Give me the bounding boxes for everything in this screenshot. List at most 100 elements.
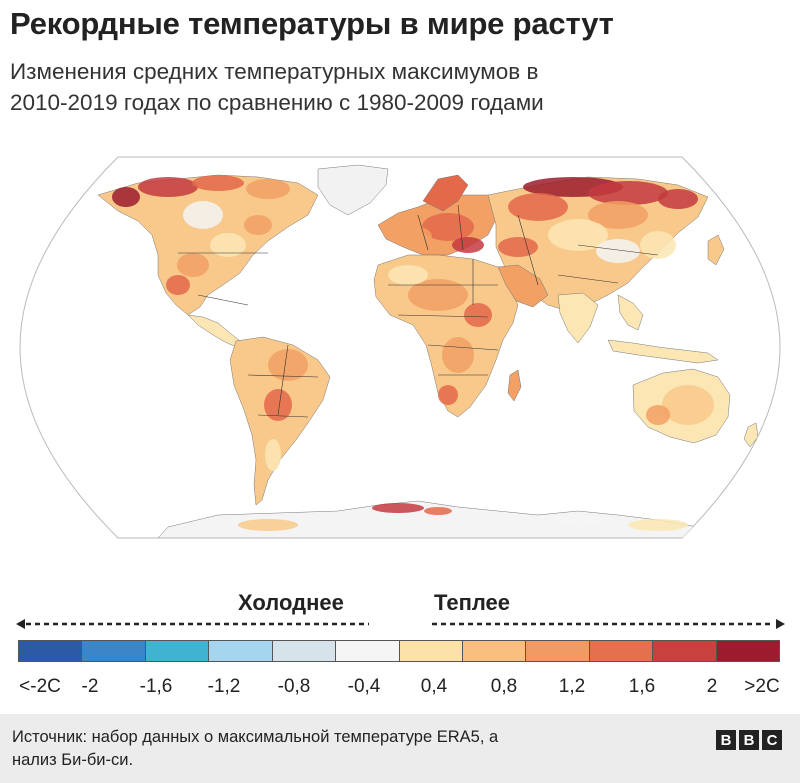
india-land — [557, 292, 599, 344]
country-border-8 — [417, 214, 429, 251]
temperature-patch-24 — [438, 385, 458, 405]
legend-tick-7: 0,8 — [490, 676, 518, 697]
southeast-asia-land — [617, 294, 644, 331]
country-border-12 — [557, 274, 619, 284]
temperature-patch-33 — [548, 515, 608, 525]
bbc-logo-letter-0: B — [716, 730, 736, 750]
temperature-patch-11 — [658, 189, 698, 209]
legend-tick-4: -0,8 — [277, 676, 311, 697]
temperature-patch-7 — [166, 275, 190, 295]
legend-swatch-7 — [462, 641, 527, 661]
warmer-label: Теплее — [434, 590, 511, 615]
temperature-patch-15 — [596, 239, 640, 263]
legend-swatch-11 — [716, 641, 780, 661]
temperature-patches — [112, 175, 714, 531]
madagascar-land — [507, 369, 522, 402]
temperature-patch-30 — [646, 405, 670, 425]
legend-tick-3: -1,2 — [207, 676, 241, 697]
bbc-logo-letter-2: C — [762, 730, 782, 750]
temperature-patch-16 — [640, 231, 676, 259]
temperature-patch-20 — [404, 227, 432, 247]
greenland-land — [317, 164, 389, 216]
temperature-patch-0 — [138, 177, 198, 197]
temperature-patch-14 — [548, 219, 608, 251]
temperature-patch-28 — [265, 439, 281, 471]
country-border-11 — [577, 244, 659, 256]
country-border-5 — [397, 314, 489, 318]
legend-tick-1: -2 — [81, 676, 99, 697]
temperature-patch-10 — [588, 181, 668, 205]
temperature-patch-35 — [628, 519, 688, 531]
legend-swatch-0 — [19, 641, 83, 661]
temperature-patch-23 — [442, 337, 474, 373]
temperature-patch-1 — [192, 175, 244, 191]
new-zealand-land — [743, 422, 759, 448]
indonesia-land — [607, 339, 719, 364]
temperature-patch-31 — [372, 503, 424, 513]
footer: Источник: набор данных о максимальной те… — [0, 714, 800, 783]
legend-tick-0: <-2C — [19, 676, 61, 697]
temperature-patch-25 — [388, 265, 428, 285]
country-border-10 — [517, 214, 539, 286]
legend-tick-10: 2 — [706, 676, 718, 697]
temperature-patch-27 — [264, 389, 292, 421]
bbc-logo-letter-1: B — [739, 730, 759, 750]
legend-tick-8: 1,2 — [558, 676, 586, 697]
subtitle-line-2: 2010-2019 годах по сравнению с 1980-2009… — [10, 90, 544, 115]
temperature-patch-34 — [238, 519, 298, 531]
temperature-patch-29 — [662, 385, 714, 425]
country-border-1 — [197, 294, 249, 306]
temperature-patch-3 — [112, 187, 140, 207]
arabia-land — [497, 264, 549, 308]
north-america-land — [97, 174, 319, 316]
temperature-patch-13 — [588, 201, 648, 229]
color-legend-bar — [18, 640, 780, 662]
temperature-patch-19 — [452, 237, 484, 253]
legend-tick-5: -0,4 — [347, 676, 381, 697]
country-border-14 — [277, 344, 289, 416]
legend-swatch-8 — [526, 641, 590, 661]
temperature-patch-5 — [210, 233, 246, 257]
warmer-arrow — [432, 619, 785, 629]
world-map-svg — [19, 156, 781, 539]
legend-tick-9: 1,6 — [628, 676, 656, 697]
legend-tick-2: -1,6 — [139, 676, 173, 697]
temperature-patch-22 — [464, 303, 492, 327]
legend-swatch-9 — [589, 641, 654, 661]
temperature-patch-21 — [408, 279, 468, 311]
chart-subtitle: Изменения средних температурных максимум… — [10, 56, 790, 118]
country-border-2 — [247, 374, 319, 378]
temperature-patch-4 — [183, 201, 223, 229]
legend-swatch-10 — [653, 641, 717, 661]
temperature-patch-17 — [498, 237, 538, 257]
country-borders — [178, 204, 659, 418]
temperature-patch-2 — [246, 179, 290, 199]
source-text: Источник: набор данных о максимальной те… — [12, 726, 652, 772]
colder-arrow — [16, 619, 369, 629]
chart-title: Рекордные температуры в мире растут — [10, 6, 614, 41]
south-america-land — [229, 336, 331, 506]
subtitle-line-1: Изменения средних температурных максимум… — [10, 59, 539, 84]
source-line-2: нализ Би-би-си. — [12, 751, 134, 769]
legend-swatch-4 — [272, 641, 337, 661]
legend-swatch-5 — [336, 641, 400, 661]
temperature-patch-6 — [177, 253, 209, 277]
legend-ticks: <-2C -2 -1,6 -1,2 -0,8 -0,4 0,4 0,8 1,2 1,6 2 >2C — [0, 676, 800, 702]
temperature-patch-8 — [244, 215, 272, 235]
colder-label: Холоднее — [238, 590, 344, 615]
legend-swatch-6 — [399, 641, 463, 661]
legend-tick-6: 0,4 — [420, 676, 448, 697]
temperature-patch-26 — [268, 349, 308, 381]
legend-swatch-1 — [82, 641, 146, 661]
temperature-patch-12 — [508, 193, 568, 221]
legend-swatch-2 — [145, 641, 210, 661]
world-map — [18, 155, 782, 540]
country-border-3 — [257, 414, 309, 418]
japan-land — [707, 234, 725, 266]
temperature-patch-32 — [424, 507, 452, 515]
legend-tick-11: >2C — [744, 676, 780, 697]
country-border-6 — [427, 344, 499, 351]
legend-swatch-3 — [209, 641, 273, 661]
country-border-9 — [457, 204, 464, 251]
